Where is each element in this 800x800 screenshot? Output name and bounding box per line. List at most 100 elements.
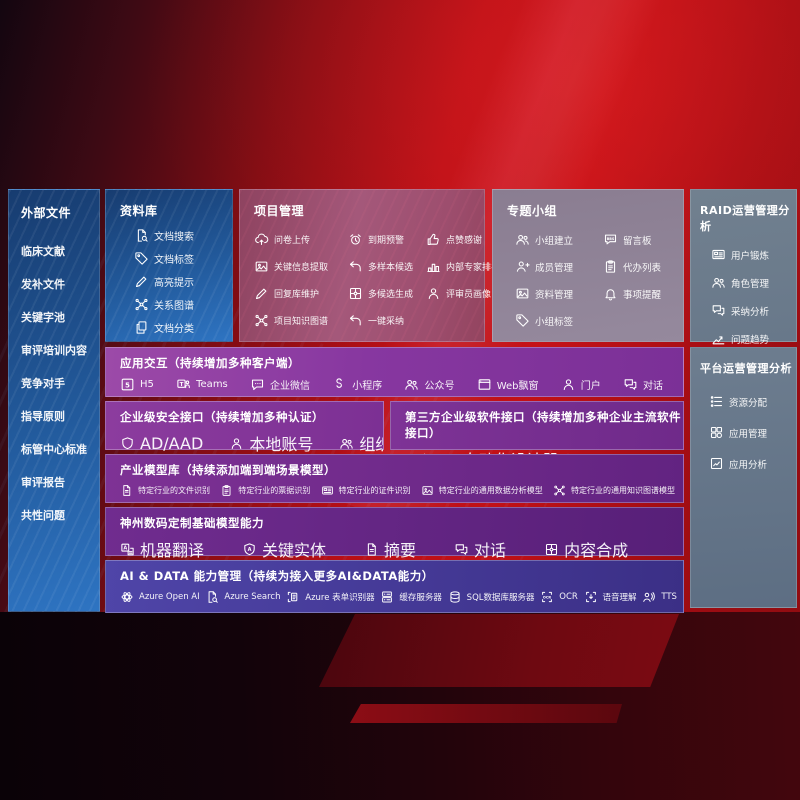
section-items: 问卷上传 到期预警 点赞感谢 关键信息提取 多样本候选 内部专家排名 回复库维护 多候选生成 评… [254, 219, 500, 328]
expert-rank-icon [426, 259, 441, 274]
one-click-adopt-icon [348, 313, 363, 328]
security-interface-row: 企业级安全接口（持续增加多种认证） AD/AAD 本地账号 组织定义 [105, 401, 384, 454]
group-create-icon [515, 232, 530, 247]
section-title: AI & DATA 能力管理（持续为接入更多AI&DATA能力） [120, 569, 434, 583]
local-account-icon [229, 436, 244, 451]
feature-label: 评审员画像 [446, 290, 492, 300]
feature-label: 项目知识图谱 [274, 317, 329, 327]
app-interaction-row: 应用交互（持续增加多种客户端） H5 Teams 企业微信 小程序 公众号 Web飘窗 门户… [105, 347, 684, 397]
azure-search-icon [205, 590, 219, 604]
relation-graph-icon [134, 297, 149, 312]
wecom-icon [250, 377, 265, 392]
feature-item: 指导原则 [21, 408, 99, 424]
feature-item: 资料管理 [515, 286, 603, 301]
feature-item: 关系图谱 [134, 297, 232, 312]
summary-icon [364, 542, 379, 557]
feature-label: 文档标签 [154, 255, 194, 266]
feature-label: 共性问题 [21, 509, 65, 522]
official-account-icon [404, 377, 419, 392]
feature-label: 采纳分析 [731, 306, 770, 318]
tts-icon [642, 590, 656, 604]
feature-item: 特定行业的证件识别 [321, 484, 411, 497]
feature-label: 指导原则 [21, 410, 65, 423]
feature-label: 缓存服务器 [399, 593, 442, 603]
feature-item: Azure 表单识别器 [286, 590, 375, 604]
ai-data-row: AI & DATA 能力管理（持续为接入更多AI&DATA能力） Azure O… [105, 560, 684, 613]
reply-maintain-icon [254, 286, 269, 301]
feature-label: 内部专家排名 [446, 263, 501, 273]
feature-label: 代办列表 [623, 262, 662, 274]
feature-item: 小组标签 [515, 313, 603, 328]
app-manage-icon [709, 425, 724, 440]
sql-db-icon [448, 590, 462, 604]
feature-item: 多样本候选 [348, 259, 424, 274]
feature-item: 文档搜索 [134, 228, 232, 243]
section-title: RAID运营管理分析 [700, 204, 790, 233]
org-definition-icon [339, 436, 354, 451]
feature-label: 组织定义 [359, 435, 383, 454]
miniprogram-icon [332, 377, 347, 392]
resource-allocation-icon [709, 394, 724, 409]
feature-item: OCR [540, 590, 578, 604]
doc-category-icon [134, 320, 149, 335]
section-items: H5 Teams 企业微信 小程序 公众号 Web飘窗 门户 对话 [106, 371, 683, 392]
app-analysis-icon [709, 456, 724, 471]
feature-label: 多样本候选 [368, 263, 414, 273]
feature-item: 到期预警 [348, 232, 424, 247]
feature-item: 回复库维护 [254, 286, 346, 301]
feature-label: 应用管理 [729, 428, 768, 440]
feature-label: 回复库维护 [274, 290, 320, 300]
feature-label: Web飘窗 [496, 381, 539, 392]
industry-file-icon [120, 484, 133, 497]
section-items: 资源分配 应用管理 应用分析 [700, 376, 796, 471]
group-tag-icon [515, 313, 530, 328]
feature-label: 关键实体 [262, 541, 327, 560]
feature-label: 多候选生成 [368, 290, 414, 300]
feature-item: AD/AAD [120, 434, 203, 453]
section-items: 文档搜索 文档标签 高亮提示 关系图谱 文档分类 [120, 219, 232, 335]
feature-item: 企业微信 [250, 377, 310, 392]
feature-item: 特定行业的通用知识图谱模型 [553, 484, 675, 497]
section-title: 企业级安全接口（持续增加多种认证） [120, 410, 324, 424]
industry-kg-model-icon [553, 484, 566, 497]
feature-label: SQL数据库服务器 [466, 593, 535, 603]
feature-label: 企业微信 [270, 381, 310, 392]
cache-server-icon [380, 590, 394, 604]
feature-label: 小组标签 [535, 316, 574, 328]
issue-trend-icon [711, 331, 726, 346]
feature-label: 内容合成 [564, 541, 629, 560]
feature-item: 应用管理 [709, 425, 796, 440]
feature-label: 摘要 [384, 541, 417, 560]
highlight-icon [134, 274, 149, 289]
feature-item: 语音理解 [584, 590, 637, 604]
portal-icon [561, 377, 576, 392]
industry-data-model-icon [421, 484, 434, 497]
feature-item: 对话 [454, 537, 506, 561]
translate-icon [120, 542, 135, 557]
feature-label: 门户 [580, 381, 601, 392]
feature-item: 门户 [561, 377, 601, 392]
section-title: 资料库 [120, 204, 158, 218]
feature-item: 关键信息提取 [254, 259, 346, 274]
feature-label: AD/AAD [140, 433, 204, 453]
web-popup-icon [477, 377, 492, 392]
feature-item: 角色管理 [711, 275, 796, 290]
feature-label: 竞争对手 [21, 377, 65, 390]
feature-label: 角色管理 [731, 278, 770, 290]
member-manage-icon [515, 259, 530, 274]
feature-item: 项目知识图谱 [254, 313, 346, 328]
feature-item: 审评报告 [21, 474, 99, 490]
feature-label: 标管中心标准 [21, 443, 87, 456]
feature-item: 文档分类 [134, 320, 232, 335]
feature-item: 竞争对手 [21, 375, 99, 391]
alarm-icon [348, 232, 363, 247]
feature-item: 内部专家排名 [426, 259, 500, 274]
user-card-icon [711, 247, 726, 262]
desk-shape [319, 614, 679, 687]
project-management-panel: 项目管理 问卷上传 到期预警 点赞感谢 关键信息提取 多样本候选 内部专家排名 回复库维护 多… [239, 189, 500, 342]
feature-item: 资源分配 [709, 394, 796, 409]
feature-item: 问卷上传 [254, 232, 346, 247]
repository-panel: 资料库 文档搜索 文档标签 高亮提示 关系图谱 文档分类 [105, 189, 233, 342]
feature-label: 一键采纳 [368, 317, 405, 327]
feature-item: 小组建立 [515, 232, 603, 247]
